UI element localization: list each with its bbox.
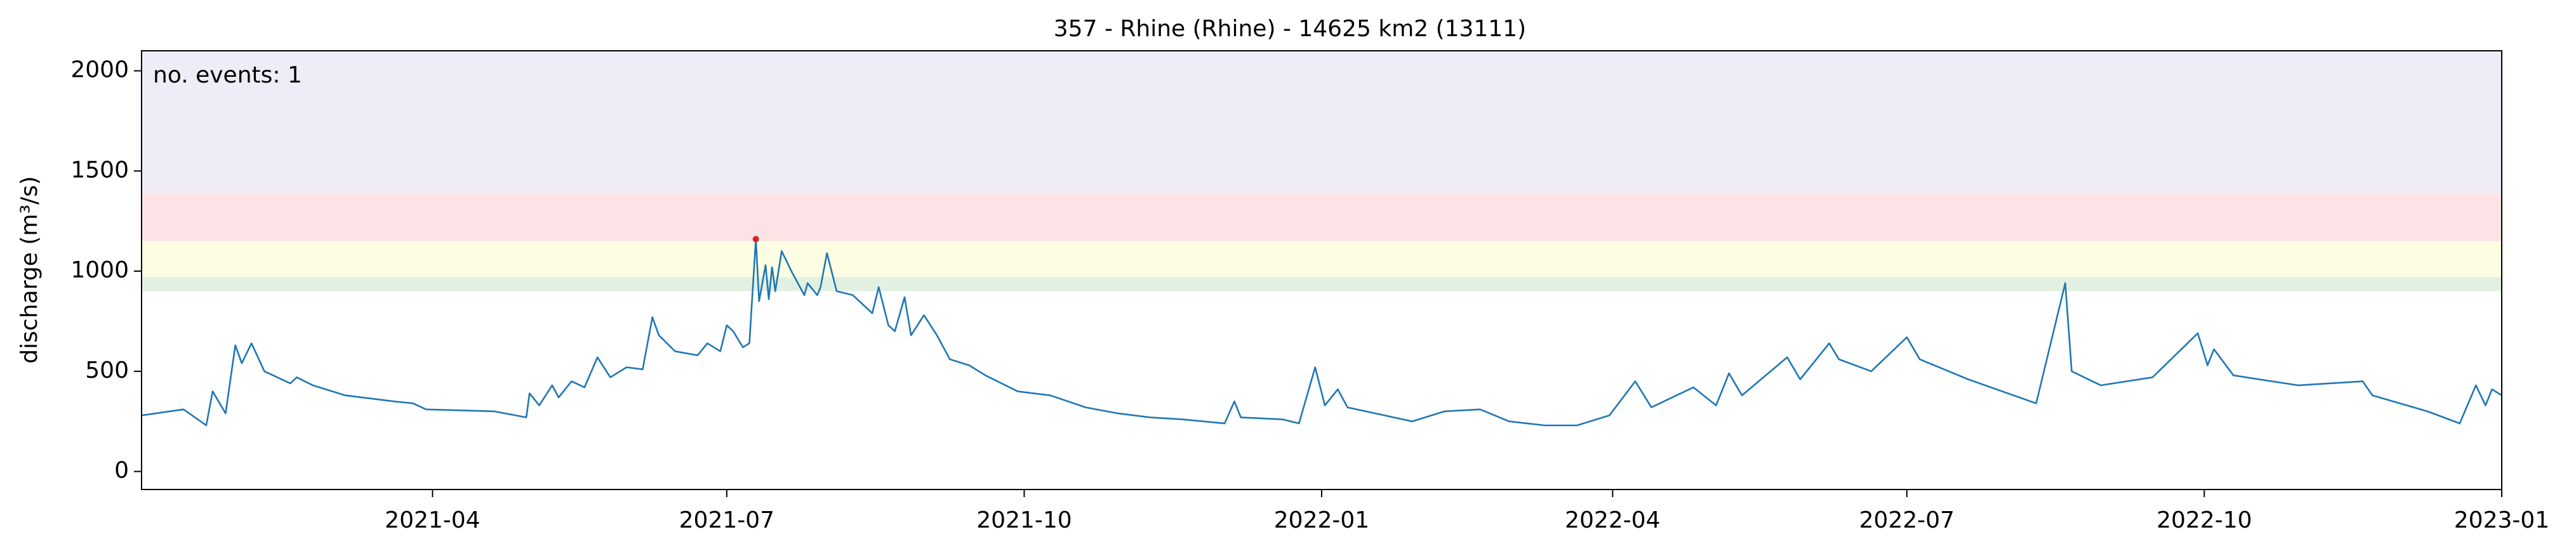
annotation: no. events: 1: [153, 62, 302, 88]
y-axis-label: discharge (m³/s): [17, 176, 43, 363]
x-tick-label: 2022-07: [1859, 507, 1955, 533]
x-tick-label: 2022-04: [1565, 507, 1660, 533]
threshold-band: [142, 193, 2502, 241]
discharge-line: [141, 238, 2502, 427]
y-tick-label: 2000: [70, 57, 129, 83]
chart-title: 357 - Rhine (Rhine) - 14625 km2 (13111): [1054, 16, 1526, 42]
y-tick-label: 0: [114, 458, 129, 484]
x-tick-label: 2022-10: [2156, 507, 2252, 533]
plot-frame: [141, 50, 2502, 490]
x-tick-label: 2021-07: [679, 507, 774, 533]
threshold-band: [142, 277, 2502, 291]
threshold-band: [142, 241, 2502, 277]
y-tick-label: 1500: [70, 157, 129, 183]
x-tick-label: 2021-10: [976, 507, 1072, 533]
y-tick-label: 1000: [70, 257, 129, 283]
x-tick-label: 2021-04: [385, 507, 480, 533]
x-tick-label: 2022-01: [1274, 507, 1369, 533]
threshold-band: [142, 51, 2502, 194]
event-point: [752, 236, 759, 243]
y-tick-label: 500: [85, 357, 129, 383]
x-tick-label: 2023-01: [2454, 507, 2549, 533]
